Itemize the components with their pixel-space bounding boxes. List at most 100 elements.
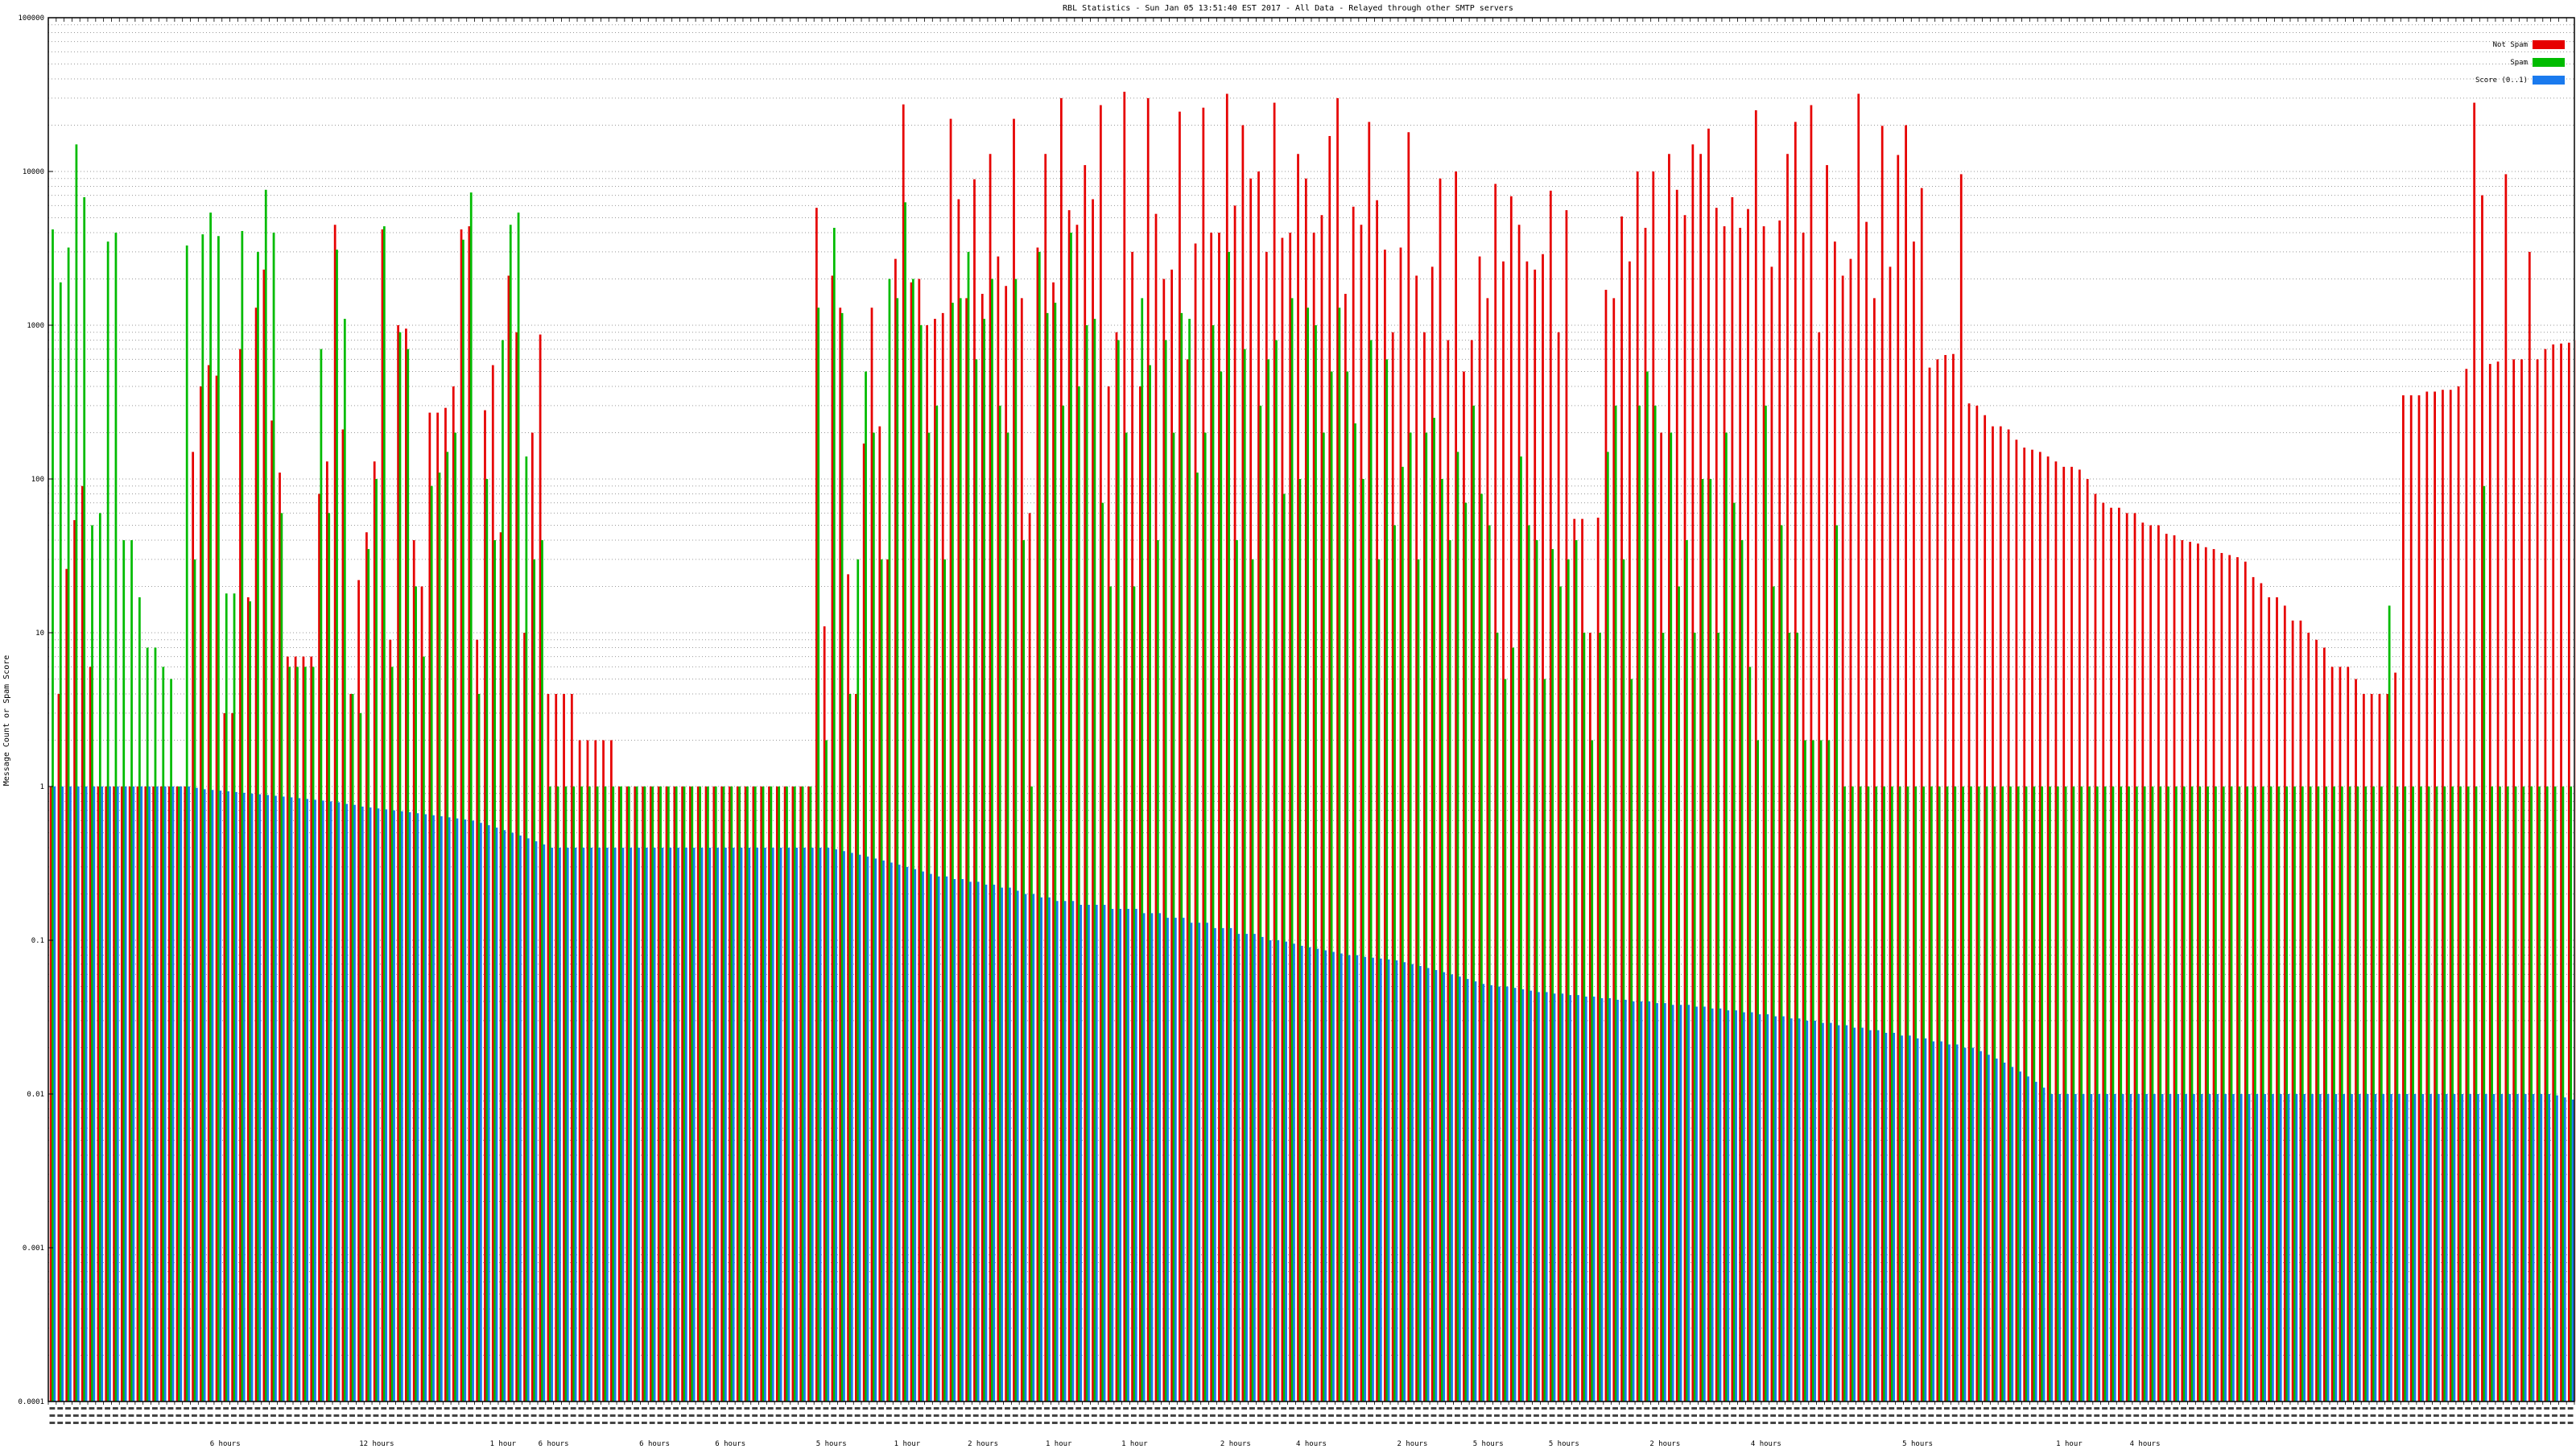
x-tick-label-glyph bbox=[547, 1422, 553, 1424]
bar-not-spam bbox=[2402, 395, 2405, 1402]
bar-not-spam bbox=[1415, 275, 1418, 1402]
x-tick-label-glyph bbox=[1534, 1422, 1539, 1424]
bar-not-spam bbox=[2204, 547, 2207, 1402]
bar-score-0-1 bbox=[1095, 904, 1098, 1402]
x-tick-label-glyph bbox=[1012, 1407, 1018, 1410]
bar-spam bbox=[201, 234, 204, 1402]
x-tick-label-glyph bbox=[1154, 1422, 1161, 1424]
x-tick-label-glyph bbox=[696, 1422, 703, 1424]
bar-spam bbox=[2017, 786, 2020, 1402]
bar-score-0-1 bbox=[2476, 1094, 2479, 1402]
bar-spam bbox=[927, 432, 931, 1402]
bar-not-spam bbox=[428, 412, 431, 1402]
bar-spam bbox=[1686, 540, 1688, 1402]
bar-score-0-1 bbox=[2556, 1095, 2558, 1402]
bar-spam bbox=[2198, 786, 2202, 1402]
bar-score-0-1 bbox=[2121, 1094, 2124, 1402]
bar-not-spam bbox=[223, 712, 226, 1402]
bar-score-0-1 bbox=[1988, 1055, 1990, 1402]
x-tick-label-glyph bbox=[594, 1407, 600, 1410]
bar-score-0-1 bbox=[2248, 1094, 2251, 1402]
x-tick-label-glyph bbox=[1257, 1422, 1263, 1424]
bar-score-0-1 bbox=[2272, 1094, 2274, 1402]
bar-score-0-1 bbox=[195, 787, 198, 1402]
x-tick-label-glyph bbox=[412, 1422, 419, 1424]
bar-score-0-1 bbox=[2343, 1094, 2346, 1402]
x-tick-label-glyph bbox=[1818, 1414, 1823, 1417]
x-tick-label-glyph bbox=[2362, 1414, 2368, 1417]
x-tick-label-glyph bbox=[476, 1414, 481, 1417]
bar-spam bbox=[699, 786, 701, 1402]
x-tick-label-glyph bbox=[2409, 1414, 2416, 1417]
bar-spam bbox=[225, 593, 228, 1402]
x-tick-label-glyph bbox=[491, 1414, 497, 1417]
bar-score-0-1 bbox=[2382, 1094, 2385, 1402]
x-tick-label-glyph bbox=[1525, 1407, 1532, 1410]
x-tick-label-glyph bbox=[1194, 1422, 1200, 1424]
x-tick-label-glyph bbox=[325, 1422, 332, 1424]
x-tick-label-glyph bbox=[2433, 1422, 2439, 1424]
x-tick-label-glyph bbox=[1091, 1422, 1097, 1424]
bar-not-spam bbox=[1368, 122, 1371, 1402]
bar-score-0-1 bbox=[803, 848, 806, 1402]
bar-not-spam bbox=[1312, 233, 1315, 1402]
bar-spam bbox=[1464, 502, 1468, 1402]
x-tick-label-glyph bbox=[823, 1422, 829, 1424]
bar-spam bbox=[1433, 417, 1435, 1402]
bar-not-spam bbox=[878, 426, 881, 1402]
x-tick-label-glyph bbox=[1707, 1407, 1713, 1410]
bar-spam bbox=[359, 712, 362, 1402]
x-tick-label-glyph bbox=[1928, 1414, 1934, 1417]
bar-not-spam bbox=[1778, 220, 1781, 1402]
bar-not-spam bbox=[325, 461, 328, 1402]
bar-not-spam bbox=[420, 586, 423, 1402]
bar-score-0-1 bbox=[1774, 1016, 1777, 1402]
x-tick-label-glyph bbox=[1170, 1414, 1176, 1417]
x-tick-label-glyph bbox=[1439, 1407, 1445, 1410]
bar-not-spam bbox=[1470, 340, 1473, 1402]
x-tick-label-glyph bbox=[941, 1422, 947, 1424]
bar-not-spam bbox=[1984, 415, 1987, 1402]
x-tick-label-glyph bbox=[2173, 1414, 2179, 1417]
bar-score-0-1 bbox=[1088, 904, 1090, 1402]
bar-score-0-1 bbox=[1600, 997, 1604, 1402]
bar-spam bbox=[2491, 786, 2493, 1402]
x-tick-label-glyph bbox=[1565, 1407, 1571, 1410]
bar-not-spam bbox=[1525, 261, 1529, 1402]
x-tick-label-glyph bbox=[846, 1414, 852, 1417]
x-tick-label-glyph bbox=[2204, 1414, 2211, 1417]
x-tick-label-glyph bbox=[2235, 1407, 2242, 1410]
bar-spam bbox=[1606, 452, 1609, 1402]
bar-not-spam bbox=[373, 461, 376, 1402]
bar-not-spam bbox=[491, 365, 494, 1402]
x-tick-label-glyph bbox=[341, 1422, 348, 1424]
x-tick-label-glyph bbox=[894, 1407, 900, 1410]
bar-score-0-1 bbox=[937, 876, 940, 1402]
bar-not-spam bbox=[586, 740, 589, 1402]
x-tick-label-glyph bbox=[1486, 1407, 1492, 1410]
x-tick-label-glyph bbox=[530, 1407, 537, 1410]
bar-not-spam bbox=[2189, 542, 2192, 1402]
x-tick-label-glyph bbox=[617, 1422, 624, 1424]
x-tick-label-glyph bbox=[2370, 1407, 2376, 1410]
x-group-label: 12 hours bbox=[359, 1440, 394, 1448]
bar-score-0-1 bbox=[874, 858, 877, 1402]
x-tick-label-glyph bbox=[151, 1414, 158, 1417]
x-tick-label-glyph bbox=[1360, 1414, 1366, 1417]
bar-not-spam bbox=[1897, 155, 1900, 1402]
bar-not-spam bbox=[2560, 343, 2562, 1402]
x-tick-label-glyph bbox=[1604, 1407, 1611, 1410]
x-tick-label-glyph bbox=[2102, 1422, 2107, 1424]
x-tick-label-glyph bbox=[1984, 1407, 1989, 1410]
bar-score-0-1 bbox=[1703, 1006, 1706, 1402]
bar-spam bbox=[1678, 586, 1680, 1402]
x-tick-label-glyph bbox=[1084, 1407, 1089, 1410]
x-tick-label-glyph bbox=[712, 1407, 719, 1410]
bar-spam bbox=[1645, 371, 1649, 1402]
x-tick-label-glyph bbox=[1541, 1414, 1547, 1417]
x-tick-label-glyph bbox=[1691, 1414, 1698, 1417]
x-tick-label-glyph bbox=[2188, 1414, 2194, 1417]
x-tick-label-glyph bbox=[2512, 1407, 2518, 1410]
x-tick-label-glyph bbox=[1036, 1407, 1042, 1410]
x-tick-label-glyph bbox=[1991, 1414, 1997, 1417]
